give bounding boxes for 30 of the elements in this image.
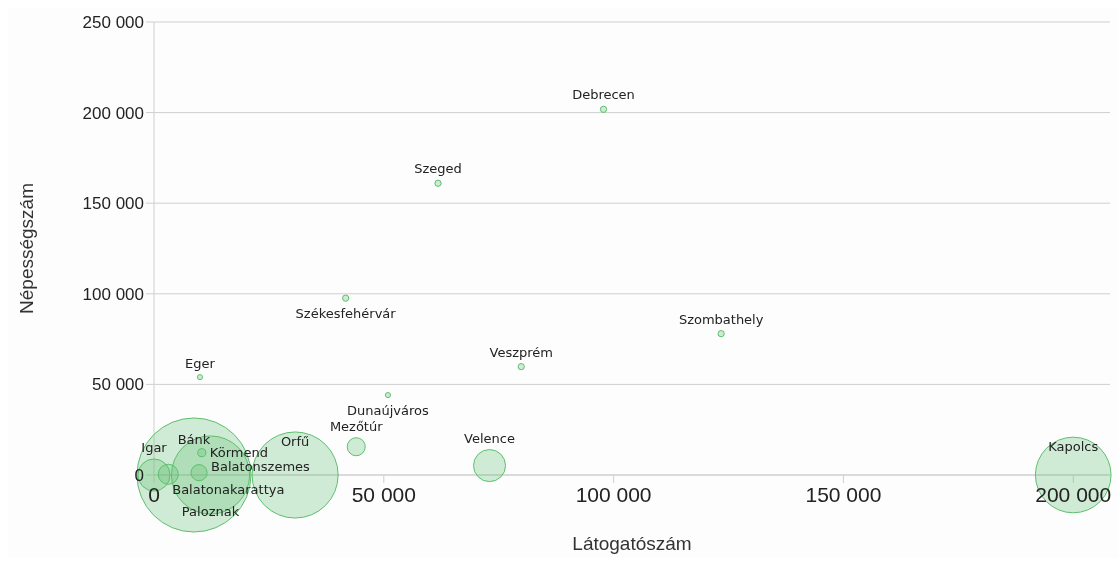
annotation: Bánk [177,432,211,447]
annotation: Mezőtúr [329,418,384,434]
y-tick-label: 100 000 [82,284,144,304]
y-tick-label: 50 000 [92,375,144,395]
y-tick-label: 150 000 [82,194,144,214]
y-tick-label: 200 000 [82,103,144,123]
x-axis-title: Látogatószám [572,533,692,554]
annotation: Veszprém [489,344,553,360]
annotation: Székesfehérvár [295,306,397,322]
annotation: Balatonszemes [211,458,311,474]
annotation: Balatonakarattya [172,482,285,498]
x-tick-label: 200 000 [1035,482,1112,506]
annotation: Orfű [280,433,310,449]
annotation: Eger [185,355,216,371]
x-tick-label: 0 [148,482,160,506]
y-tick-label: 250 000 [82,13,144,33]
y-tick-label: 0 [134,466,144,486]
annotation: Velence [464,430,515,446]
annotation: Paloznak [181,504,240,520]
annotation: Kapolcs [1048,439,1099,455]
annotation: Igar [141,439,168,455]
annotation: Szeged [414,161,462,177]
annotation: Debrecen [572,87,635,103]
y-axis-title: Népességszám [15,183,37,314]
x-tick-label: 100 000 [575,482,652,506]
annotation: Dunaújváros [347,402,430,418]
annotation: Szombathely [678,311,764,327]
annotation: Körmend [209,444,268,460]
x-tick-label: 150 000 [805,482,882,506]
x-tick-label: 50 000 [351,482,416,506]
